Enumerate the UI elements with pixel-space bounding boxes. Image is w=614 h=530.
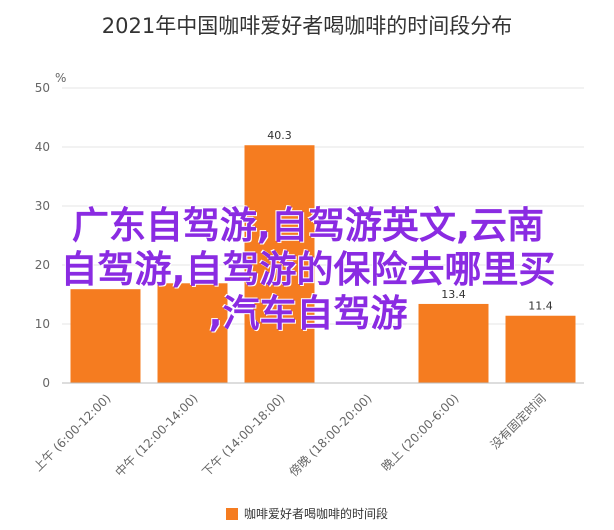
bar (157, 283, 228, 383)
watermark-line: 自驾游,自驾游的保险去哪里买 (60, 248, 556, 291)
data-label: 40.3 (267, 129, 292, 142)
bar (418, 303, 489, 383)
bar (244, 145, 315, 383)
y-tick-label: 0 (42, 376, 50, 390)
legend-label: 咖啡爱好者喝咖啡的时间段 (243, 507, 388, 521)
y-tick-label: 10 (35, 317, 50, 331)
y-tick-label: 40 (35, 140, 50, 154)
y-tick-label: 30 (35, 199, 50, 213)
x-axis: 上午 (6:00-12:00)中午 (12:00-14:00)下午 (14:00… (31, 382, 584, 480)
watermark-overlay: 广东自驾游,自驾游英文,云南 自驾游,自驾游的保险去哪里买 ,汽车自驾游 (8, 204, 608, 336)
watermark-line: ,汽车自驾游 (208, 292, 408, 335)
data-label: 11.4 (528, 300, 553, 313)
x-tick-label: 中午 (12:00-14:00) (112, 391, 201, 480)
data-labels: 40.3 13.4 11.4 (267, 129, 553, 313)
x-tick-label: 下午 (14:00-18:00) (199, 391, 287, 479)
bar (505, 315, 576, 383)
x-tick-label: 没有固定时间 (487, 391, 549, 453)
bar (70, 289, 141, 383)
x-tick-label: 晚上 (20:00-6:00) (379, 391, 462, 474)
y-axis: 0 10 20 30 40 50 (35, 81, 50, 390)
y-axis-label: % (55, 71, 66, 85)
y-tick-label: 20 (35, 258, 50, 272)
x-tick-label: 傍晚 (18:00-20:00) (286, 391, 375, 480)
x-tick-label: 上午 (6:00-12:00) (31, 391, 114, 474)
watermark-line: 广东自驾游,自驾游英文,云南 (71, 204, 545, 247)
legend-swatch (225, 508, 238, 520)
chart-title: 2021年中国咖啡爱好者喝咖啡的时间段分布 (101, 14, 513, 38)
data-label: 13.4 (441, 288, 466, 301)
legend: 咖啡爱好者喝咖啡的时间段 (0, 505, 614, 522)
y-tick-label: 50 (35, 81, 50, 95)
bars (70, 145, 576, 383)
